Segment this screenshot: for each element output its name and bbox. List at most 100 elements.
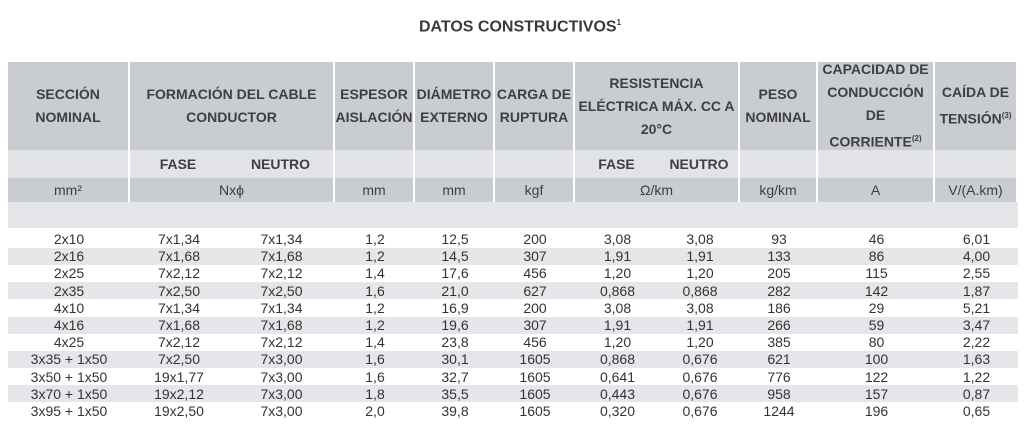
row-band (8, 247, 1018, 265)
table-cell: 621 (767, 351, 791, 368)
table-cell: 4x16 (53, 317, 85, 334)
subheader-band (740, 150, 816, 178)
table-cell: 4,00 (962, 248, 991, 265)
column-header-label: SECCIÓN NOMINAL (35, 86, 101, 125)
table-cell: 7x1,34 (157, 231, 201, 248)
table-cell: 1,91 (603, 248, 632, 265)
table-cell: 30,1 (441, 351, 469, 368)
table-cell: 0,676 (682, 368, 718, 385)
subheader-band (818, 150, 933, 178)
table-cell: 2,0 (365, 403, 385, 420)
column-header: CAÍDA DE TENSIÓN(3) (935, 62, 1016, 150)
table-cell: 32,7 (441, 368, 469, 385)
unit: Ω/km (575, 178, 738, 202)
title: DATOS CONSTRUCTIVOS1 (0, 18, 1024, 36)
column-header-text: CAPACIDAD DE CONDUCCIÓN DE CORRIENTE(2) (818, 58, 933, 154)
table-cell: 958 (767, 385, 791, 402)
table-cell: 93 (771, 231, 787, 248)
table-cell: 3x95 + 1x50 (30, 403, 108, 420)
table-cell: 196 (864, 403, 889, 420)
table-cell: 7x3,00 (260, 403, 303, 420)
table-cell: 3,08 (686, 299, 714, 316)
table-cell: 59 (868, 317, 885, 334)
table-cell: 19x1,77 (154, 368, 204, 385)
column-header-text: RESISTENCIA ELÉCTRICA MÁX. CC A 20°C (578, 72, 734, 141)
table-cell: 1,2 (365, 231, 385, 248)
table-cell: 19,6 (441, 317, 469, 334)
column-header-note: (2) (911, 134, 922, 144)
table-cell: 29 (868, 299, 885, 316)
table-cell: 1,20 (686, 334, 714, 351)
column-header-label: ESPESOR AISLACIÓN (335, 86, 413, 125)
table-cell: 7x2,50 (157, 282, 201, 299)
table-cell: 19x2,50 (154, 403, 204, 420)
subheader-band (335, 150, 413, 178)
table-cell: 7x2,12 (260, 265, 303, 282)
column-header-text: CAÍDA DE TENSIÓN(3) (939, 81, 1011, 131)
table-cell: 1,91 (686, 317, 714, 334)
table-cell: 17,6 (441, 265, 469, 282)
column-header-label: RESISTENCIA ELÉCTRICA MÁX. CC A 20°C (578, 74, 735, 137)
subheader: FASE (598, 156, 635, 172)
table-cell: 2x25 (53, 265, 85, 282)
table-cell: 2,22 (962, 334, 991, 351)
table-cell: 2x35 (53, 282, 85, 299)
table-cell: 1,6 (365, 282, 385, 299)
column-header: RESISTENCIA ELÉCTRICA MÁX. CC A 20°C (575, 62, 738, 150)
table-cell: 1,6 (365, 368, 385, 385)
table-cell: 7x1,34 (157, 299, 201, 316)
table-cell: 0,320 (599, 403, 636, 420)
column-header-text: CARGA DE RUPTURA (497, 83, 571, 129)
table-cell: 1,63 (962, 351, 991, 368)
unit: kgf (495, 178, 573, 202)
table-cell: 0,868 (599, 282, 636, 299)
table-cell: 142 (864, 282, 889, 299)
subheader-band (415, 150, 493, 178)
column-header-label: CARGA DE RUPTURA (496, 86, 572, 125)
table-cell: 6,01 (962, 231, 991, 248)
table-cell: 1605 (519, 368, 551, 385)
column-header: SECCIÓN NOMINAL (8, 62, 128, 150)
column-header: CARGA DE RUPTURA (495, 62, 573, 150)
subheader-band (8, 150, 128, 178)
table-cell: 35,5 (441, 385, 469, 402)
table-cell: 186 (767, 299, 791, 316)
table-cell: 7x2,50 (157, 351, 201, 368)
column-header: FORMACIÓN DEL CABLE CONDUCTOR (130, 62, 333, 150)
table-cell: 0,65 (962, 403, 991, 420)
column-header: PESO NOMINAL (740, 62, 816, 150)
table-cell: 456 (523, 265, 547, 282)
table-cell: 7x1,34 (260, 299, 303, 316)
subheader: NEUTRO (250, 156, 311, 172)
table-cell: 3x35 + 1x50 (30, 351, 108, 368)
column-header-label: CAÍDA DE TENSIÓN (939, 84, 1010, 127)
table-cell: 3,08 (603, 299, 632, 316)
row-band (8, 316, 1018, 334)
table-cell: 0,676 (682, 403, 718, 420)
table-cell: 7x2,12 (157, 265, 201, 282)
table-cell: 1,20 (686, 265, 714, 282)
table-cell: 7x3,00 (260, 368, 303, 385)
column-header-text: DIÁMETRO EXTERNO (417, 83, 492, 129)
title-note: 1 (616, 18, 622, 27)
table-cell: 282 (767, 282, 791, 299)
table-cell: 1605 (519, 403, 551, 420)
row-band (8, 350, 1018, 369)
table-cell: 1,20 (603, 334, 632, 351)
table-cell: 7x1,68 (260, 248, 303, 265)
table-cell: 2x10 (53, 231, 85, 248)
table-cell: 14,5 (441, 248, 469, 265)
table-cell: 157 (864, 385, 889, 402)
table-cell: 7x1,68 (260, 317, 303, 334)
unit: Nxϕ (130, 178, 333, 202)
column-header-text: FORMACIÓN DEL CABLE CONDUCTOR (146, 83, 316, 129)
column-header-note: (3) (1001, 111, 1012, 121)
table-cell: 86 (868, 248, 885, 265)
table-cell: 4x10 (53, 299, 85, 316)
table-cell: 2x16 (53, 248, 85, 265)
table-cell: 1,4 (365, 265, 385, 282)
table-cell: 2,55 (962, 265, 991, 282)
table-cell: 0,87 (962, 385, 991, 402)
table-cell: 266 (767, 317, 791, 334)
